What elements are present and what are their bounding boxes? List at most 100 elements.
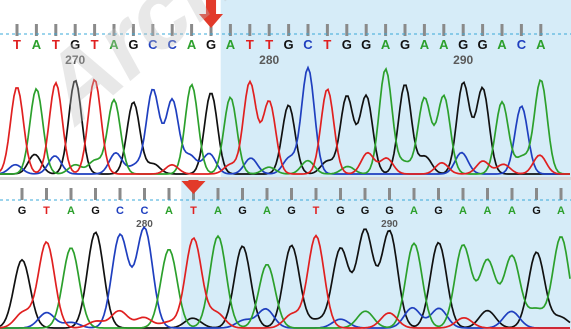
bottom-base-letter: G — [18, 205, 27, 217]
top-tick — [93, 24, 97, 36]
bottom-tick — [20, 188, 24, 200]
bottom-tick — [94, 188, 97, 200]
top-base-letter: A — [381, 37, 391, 52]
bottom-position-marker-arrow — [181, 180, 206, 194]
bottom-base-letter: G — [532, 205, 541, 217]
bottom-base-letter: G — [361, 205, 370, 217]
top-tick — [151, 24, 155, 36]
top-base-letter: A — [226, 37, 236, 52]
bottom-tick — [388, 188, 391, 200]
bottom-tick — [265, 188, 269, 200]
bottom-chromatogram: G T A G C C A T A G A G T G G G A G A A A G A 280 290 — [0, 180, 571, 329]
bottom-base-letter: G — [91, 205, 100, 217]
top-base-letter: A — [32, 37, 42, 52]
bottom-base-letter: A — [410, 205, 418, 217]
bottom-base-letter: A — [557, 205, 565, 217]
top-tick — [15, 24, 19, 36]
panel-divider — [0, 177, 571, 180]
top-base-letter: A — [439, 37, 449, 52]
top-tick — [364, 24, 368, 36]
top-base-letter: A — [109, 37, 119, 52]
bottom-base-letter: G — [238, 205, 247, 217]
top-trace-t — [0, 78, 570, 175]
top-tick — [461, 24, 465, 36]
bottom-tick — [339, 188, 342, 200]
top-base-letter: C — [303, 37, 313, 52]
bottom-tick — [314, 188, 318, 200]
top-base-letter: C — [517, 37, 527, 52]
top-position-marker-arrow — [199, 0, 223, 28]
bottom-base-letter: G — [385, 205, 394, 217]
top-base-letter: G — [361, 37, 371, 52]
top-base-letter: G — [128, 37, 138, 52]
top-tick — [500, 24, 504, 36]
top-tick — [442, 24, 446, 36]
bottom-tick — [216, 188, 220, 200]
top-chromatogram-panel: T A T G T A G C C A G A T T G C T G G A G A A G G A C A 270 280 290 — [0, 0, 571, 180]
top-tick — [112, 24, 116, 36]
bottom-base-letter: G — [434, 205, 443, 217]
top-tick — [267, 24, 271, 36]
top-base-letter: G — [478, 37, 488, 52]
top-position-label: 280 — [259, 53, 279, 67]
bottom-tick — [45, 188, 48, 200]
bottom-base-letter: T — [190, 205, 197, 217]
top-tick — [403, 24, 407, 36]
top-trace-a — [0, 66, 570, 175]
bottom-base-letter: G — [336, 205, 345, 217]
bottom-base-letter: G — [287, 205, 296, 217]
bottom-base-letter: T — [313, 205, 320, 217]
bottom-tick — [241, 188, 244, 200]
top-base-letter: T — [52, 37, 60, 52]
top-tick — [325, 24, 329, 36]
bottom-trace-a — [0, 234, 571, 329]
top-base-letter: A — [536, 37, 546, 52]
top-base-letter: T — [13, 37, 21, 52]
top-tick — [34, 24, 38, 36]
bottom-chromatogram-panel: G T A G C C A T A G A G T G G G A G A A A G A 280 290 — [0, 180, 571, 329]
top-quality-ticks — [15, 24, 543, 36]
top-tick — [287, 24, 291, 36]
top-base-letter: G — [342, 37, 352, 52]
top-tick — [384, 24, 388, 36]
top-base-letter: T — [91, 37, 99, 52]
bottom-tick — [486, 188, 489, 200]
top-tick — [54, 24, 58, 36]
bottom-tick — [290, 188, 293, 200]
bottom-base-letter: C — [116, 205, 124, 217]
bottom-tick — [69, 188, 73, 200]
top-tick — [131, 24, 135, 36]
top-tick — [481, 24, 485, 36]
bottom-tick — [118, 188, 122, 200]
bottom-tick — [437, 188, 440, 200]
bottom-base-letter: A — [263, 205, 271, 217]
top-base-letter: G — [206, 37, 216, 52]
top-tick — [190, 24, 194, 36]
top-base-letter: A — [497, 37, 507, 52]
top-tick — [345, 24, 349, 36]
top-base-letter: G — [284, 37, 294, 52]
bottom-tick — [559, 188, 563, 200]
bottom-base-letter: A — [67, 205, 75, 217]
bottom-tick — [535, 188, 538, 200]
bottom-base-letter: C — [141, 205, 149, 217]
bottom-base-letter: T — [43, 205, 50, 217]
top-base-letter: T — [323, 37, 331, 52]
top-tick — [209, 24, 213, 36]
bottom-base-letter: A — [459, 205, 467, 217]
top-base-letter: T — [246, 37, 254, 52]
bottom-position-label: 280 — [136, 219, 153, 230]
bottom-trace-g — [0, 228, 571, 329]
bottom-tick — [167, 188, 171, 200]
bottom-tick — [461, 188, 465, 200]
top-position-label: 270 — [65, 53, 85, 67]
top-tick — [539, 24, 543, 36]
top-base-letter: C — [148, 37, 158, 52]
top-base-letter: T — [265, 37, 273, 52]
bottom-base-letter: A — [484, 205, 492, 217]
top-base-letter: G — [458, 37, 468, 52]
